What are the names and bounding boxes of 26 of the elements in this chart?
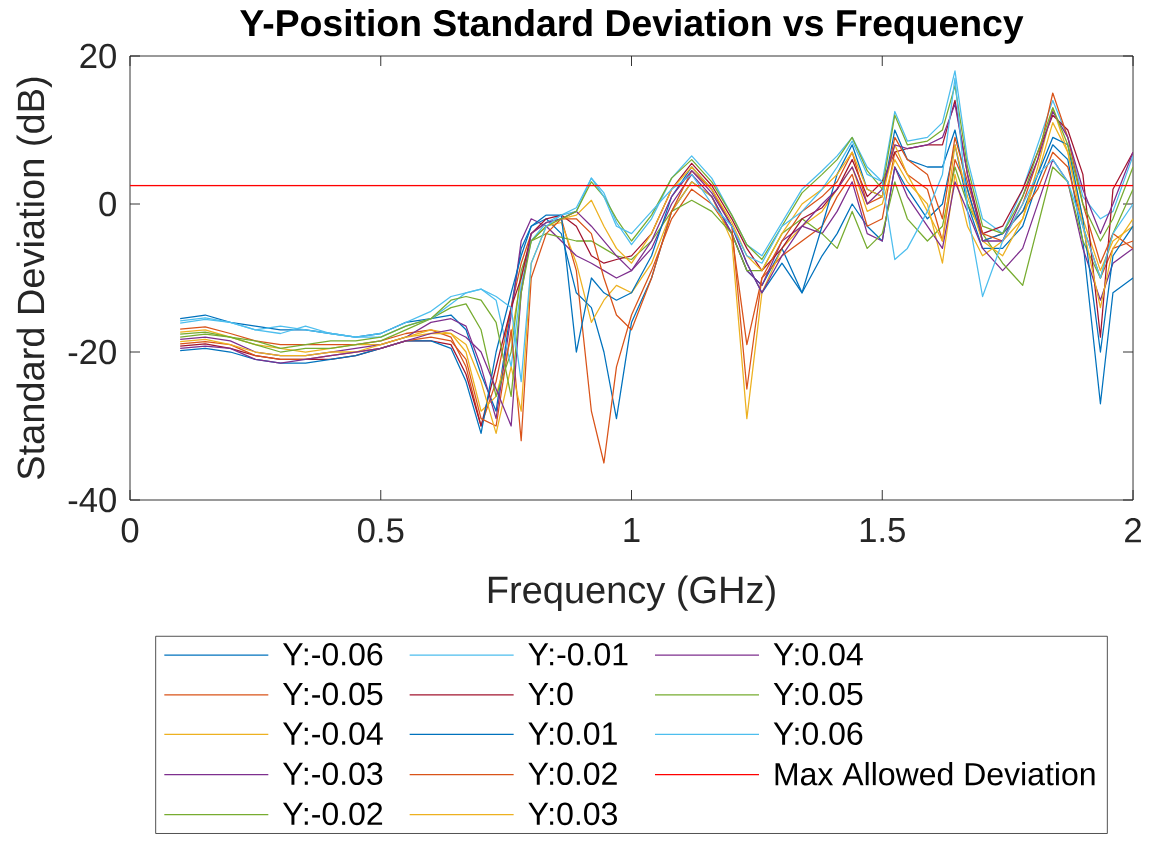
legend-label: Y:0.01 — [528, 722, 617, 745]
legend-label: Y:0.05 — [773, 682, 863, 706]
legend-label: Y:0.06 — [773, 722, 863, 745]
legend-label: Y:-0.05 — [282, 682, 383, 706]
x-tick-label: 0 — [121, 518, 139, 543]
y-axis-title: Standard Deviation (dB) — [16, 77, 52, 480]
legend-label: Y:-0.02 — [282, 802, 383, 826]
legend-label: Y:0.04 — [773, 642, 863, 666]
x-tick-label: 1.5 — [860, 518, 905, 543]
chart-title: Y-Position Standard Deviation vs Frequency — [240, 8, 1024, 44]
legend-label: Y:0.03 — [528, 802, 617, 826]
x-axis-title: Frequency (GHz) — [488, 575, 775, 611]
legend-label: Y:0 — [528, 682, 573, 706]
legend-label: Y:-0.06 — [282, 642, 383, 666]
legend-label: Y:0.02 — [528, 762, 617, 786]
x-tick-label: 2 — [1125, 518, 1141, 543]
y-tick-label: 0 — [99, 191, 116, 217]
x-tick-label: 1 — [624, 518, 640, 542]
legend-label: Max Allowed Deviation — [775, 761, 1095, 786]
legend-label: Y:-0.03 — [282, 762, 383, 786]
legend-label: Y:-0.01 — [528, 642, 628, 666]
y-tick-label: -40 — [68, 487, 116, 513]
y-tick-label: -20 — [68, 339, 116, 365]
legend-label: Y:-0.04 — [282, 722, 383, 745]
y-tick-label: 20 — [80, 43, 116, 69]
x-tick-label: 0.5 — [358, 518, 404, 543]
